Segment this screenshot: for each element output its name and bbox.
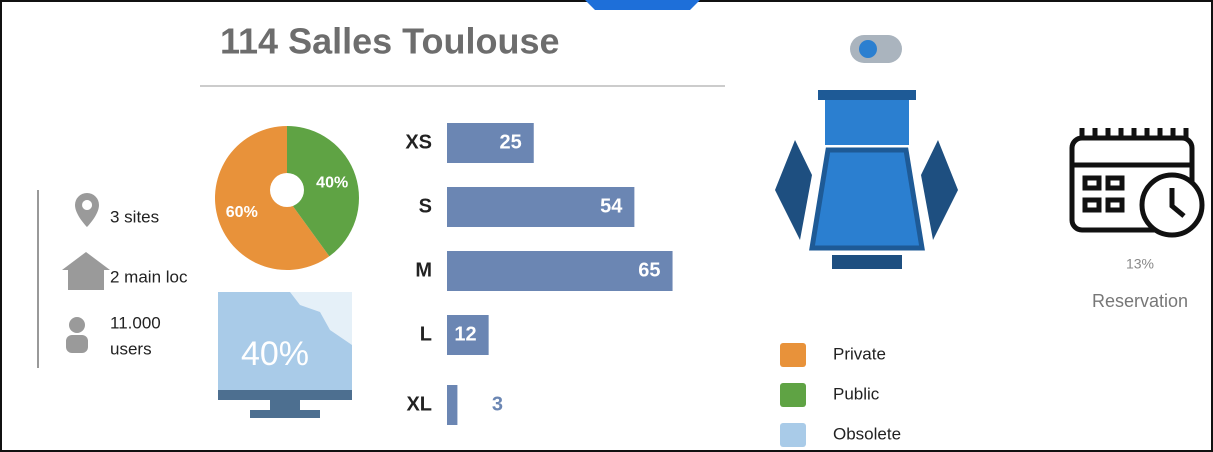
bar xyxy=(447,385,457,425)
obsolete-value: 40% xyxy=(241,335,309,373)
category-label: XS xyxy=(405,131,432,153)
table xyxy=(812,150,922,248)
legend-swatch xyxy=(780,343,806,367)
stat: users xyxy=(110,339,152,358)
bar-value: 3 xyxy=(492,393,503,415)
dashboard: 114 Salles Toulouse 3 sites 2 main loc 1… xyxy=(0,0,1213,452)
page: {"header": {"title": "114 Salles Toulous… xyxy=(0,0,1213,452)
pie-label: 40% xyxy=(316,175,348,192)
screen xyxy=(825,100,909,145)
bar-value: 54 xyxy=(600,195,623,217)
title: 114 Salles Toulouse xyxy=(220,21,560,62)
monitor-stand xyxy=(250,410,320,418)
monitor-base xyxy=(218,390,352,400)
reservation-label: Reservation xyxy=(1092,291,1188,311)
category-label: XL xyxy=(406,393,432,415)
legend-swatch xyxy=(780,423,806,447)
legend-swatch xyxy=(780,383,806,407)
screen-top xyxy=(818,90,916,100)
category-label: L xyxy=(420,323,432,345)
reservation-value: 13% xyxy=(1126,256,1154,272)
stat: 3 sites xyxy=(110,207,159,226)
legend-label: Obsolete xyxy=(833,424,901,443)
chair-front xyxy=(832,255,902,269)
monitor-neck xyxy=(270,400,300,410)
bar-value: 25 xyxy=(500,131,522,153)
pie-label: 60% xyxy=(226,204,258,221)
person-head xyxy=(69,317,85,333)
bar-value: 65 xyxy=(638,259,660,281)
person-body xyxy=(66,335,88,353)
pie-chart: 60% 40% xyxy=(215,126,359,270)
stat: 11.000 xyxy=(110,313,161,332)
stat: 2 main loc xyxy=(110,267,188,286)
category-label: M xyxy=(415,259,432,281)
legend-label: Public xyxy=(833,384,880,403)
pie-hole xyxy=(270,173,304,207)
legend-label: Private xyxy=(833,344,886,363)
top-tab xyxy=(585,0,700,10)
webcam-lens xyxy=(859,40,877,58)
bar-value: 12 xyxy=(454,323,476,345)
category-label: S xyxy=(419,195,432,217)
